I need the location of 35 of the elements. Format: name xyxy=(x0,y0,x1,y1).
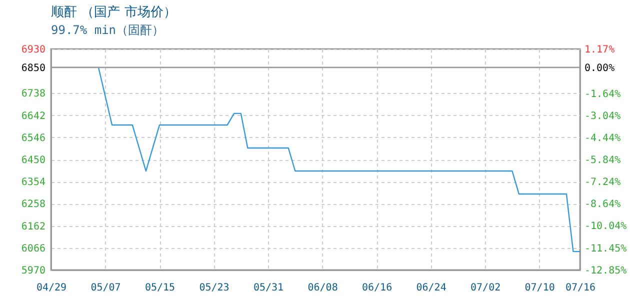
y-tick-label: 6850 xyxy=(21,62,46,74)
y2-tick-label: -7.24% xyxy=(584,177,621,188)
y2-tick-label: -11.45% xyxy=(584,243,627,254)
y-tick-label: 6546 xyxy=(21,132,46,144)
y2-tick-label: -4.44% xyxy=(584,132,621,144)
x-tick-label: 05/15 xyxy=(144,282,176,294)
x-tick-label: 07/16 xyxy=(565,282,596,294)
y2-tick-label: -12.85% xyxy=(584,266,627,276)
y2-tick-label: -3.04% xyxy=(584,110,621,122)
y2-tick-label: 1.17% xyxy=(584,44,615,56)
x-tick-label: 06/16 xyxy=(362,282,392,294)
y-tick-label: 6450 xyxy=(21,155,46,166)
y2-tick-label: -5.84% xyxy=(584,155,621,166)
y-tick-label: 6258 xyxy=(21,199,46,210)
y2-tick-label: -1.64% xyxy=(584,88,621,100)
x-tick-label: 07/10 xyxy=(524,282,555,294)
y-tick-label: 6642 xyxy=(21,110,46,122)
y-tick-label: 6354 xyxy=(21,177,46,188)
y-tick-label: 5970 xyxy=(21,266,46,276)
x-tick-label: 05/23 xyxy=(199,282,230,294)
x-tick-label: 05/07 xyxy=(90,282,121,294)
x-tick-label: 07/02 xyxy=(470,282,501,294)
x-tick-label: 06/08 xyxy=(308,282,338,294)
y2-tick-label: 0.00% xyxy=(584,62,615,74)
y2-tick-label: -8.64% xyxy=(584,199,621,210)
y-tick-label: 6162 xyxy=(21,221,46,232)
x-tick-label: 06/24 xyxy=(416,282,446,294)
y-tick-label: 6738 xyxy=(21,88,46,100)
x-tick-label: 05/31 xyxy=(253,282,284,294)
chart-title: 顺酐 （国产 市场价） xyxy=(51,5,176,20)
chart-subtitle: 99.7% min（固酐） xyxy=(51,23,164,37)
y-tick-label: 6930 xyxy=(21,44,46,56)
x-tick-label: 04/29 xyxy=(36,282,67,294)
y2-tick-label: -10.04% xyxy=(584,221,627,232)
y-tick-label: 6066 xyxy=(21,243,46,254)
